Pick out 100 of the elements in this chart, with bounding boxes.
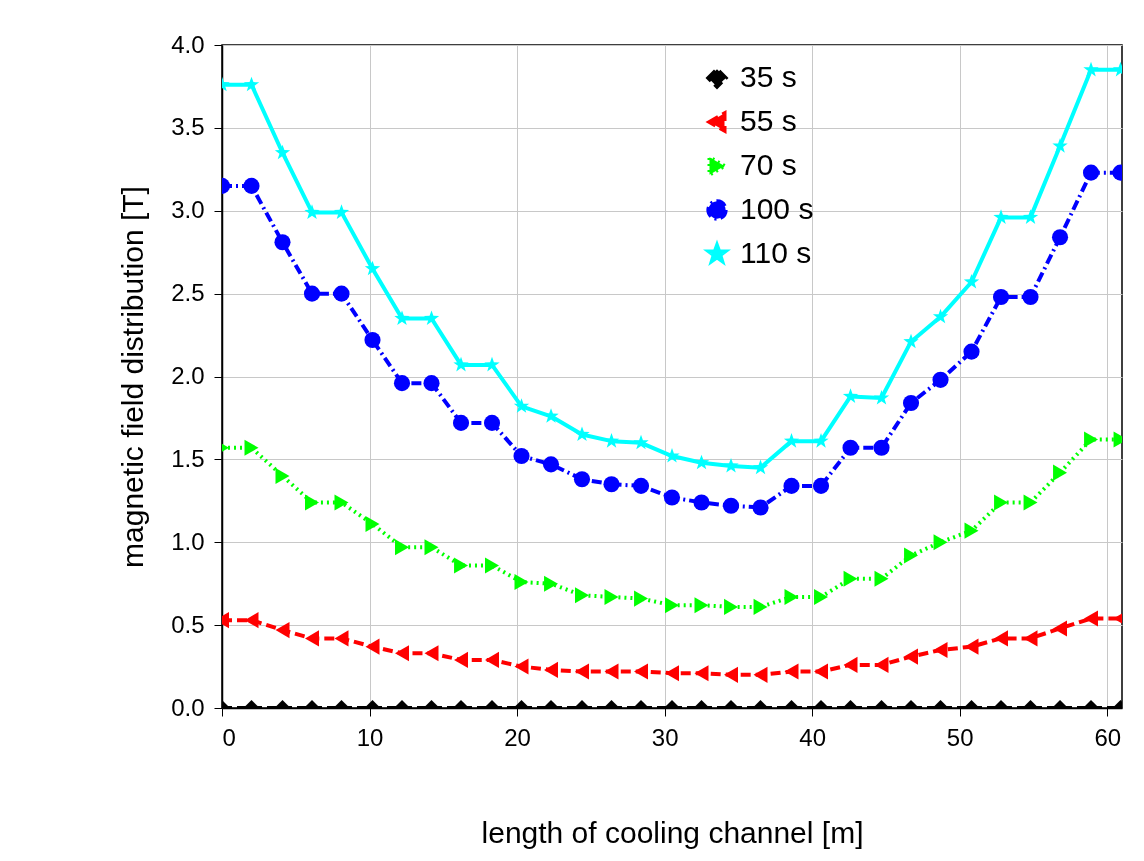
point: [903, 333, 919, 349]
legend-label: 70 s: [740, 148, 797, 181]
point: [665, 665, 679, 682]
point: [814, 588, 828, 606]
x-tick-label: 0: [222, 723, 236, 751]
point: [514, 573, 529, 591]
point: [902, 394, 920, 412]
point: [1082, 164, 1100, 181]
y-tick-label: 1.0: [171, 527, 205, 555]
x-tick-label: 10: [356, 723, 384, 751]
point: [694, 665, 709, 682]
point: [334, 630, 349, 647]
point: [393, 375, 411, 392]
point: [364, 331, 381, 349]
point: [753, 598, 768, 615]
point: [634, 590, 648, 607]
x-tick-label: 30: [651, 723, 679, 751]
point: [1083, 61, 1099, 77]
point: [693, 494, 710, 511]
point: [513, 448, 530, 465]
point: [544, 661, 558, 678]
point: [812, 477, 830, 494]
point: [365, 638, 380, 655]
y-tick-label: 3.5: [171, 113, 205, 141]
point: [454, 557, 468, 574]
point: [1023, 494, 1038, 511]
point: [784, 588, 799, 606]
point: [303, 285, 321, 302]
point: [784, 663, 799, 680]
point: [722, 497, 740, 514]
point: [1052, 138, 1068, 153]
point: [484, 356, 500, 372]
point: [964, 522, 979, 539]
point: [723, 457, 739, 473]
point: [933, 641, 948, 659]
point: [395, 645, 409, 662]
point: [1053, 464, 1068, 481]
point: [814, 663, 828, 680]
y-tick-label: 0.0: [171, 693, 205, 721]
point: [963, 273, 980, 289]
point: [453, 356, 469, 372]
x-tick-label: 40: [799, 723, 827, 751]
point: [663, 489, 681, 506]
y-tick-label: 1.5: [171, 444, 205, 472]
point: [454, 651, 468, 668]
point: [575, 663, 589, 680]
point: [783, 433, 800, 448]
point: [395, 539, 409, 556]
point: [633, 434, 649, 450]
point: [874, 570, 889, 587]
point: [603, 476, 620, 493]
point: [483, 414, 501, 431]
point: [274, 234, 291, 251]
point: [304, 204, 320, 219]
legend-label: 55 s: [740, 104, 797, 137]
point: [485, 651, 499, 668]
point: [994, 494, 1008, 511]
point: [243, 177, 260, 194]
point: [873, 389, 890, 405]
point: [575, 587, 589, 604]
point: [842, 439, 859, 456]
point: [544, 575, 558, 592]
y-axis-title: magnetic field distribution [T]: [116, 186, 150, 568]
point: [604, 663, 619, 680]
point: [724, 598, 738, 615]
point: [724, 666, 738, 683]
y-tick-label: 2.0: [171, 362, 205, 389]
point: [963, 343, 980, 360]
point: [424, 539, 439, 556]
point: [1022, 209, 1039, 224]
point: [243, 76, 260, 92]
point: [305, 630, 319, 647]
y-tick-label: 3.0: [171, 196, 205, 224]
point: [752, 499, 769, 516]
point: [1022, 288, 1039, 305]
y-tick-label: 2.5: [171, 279, 205, 307]
point: [992, 288, 1010, 305]
x-tick-label: 60: [1094, 723, 1122, 751]
point: [485, 557, 499, 574]
y-tick-label: 0.5: [171, 610, 205, 638]
point: [932, 371, 949, 388]
point: [1053, 620, 1068, 637]
point: [604, 588, 619, 606]
point: [783, 477, 800, 494]
point: [1051, 229, 1069, 246]
point: [423, 375, 440, 392]
point: [873, 439, 890, 456]
point: [874, 656, 889, 673]
point: [843, 570, 858, 587]
point: [752, 459, 769, 475]
point: [333, 204, 350, 219]
point: [933, 534, 948, 551]
point: [665, 597, 679, 614]
y-tick-label: 4.0: [171, 30, 205, 58]
point: [274, 144, 291, 160]
point: [904, 648, 918, 665]
point: [753, 666, 768, 683]
point: [275, 622, 290, 639]
point: [334, 494, 349, 511]
point: [424, 645, 439, 662]
